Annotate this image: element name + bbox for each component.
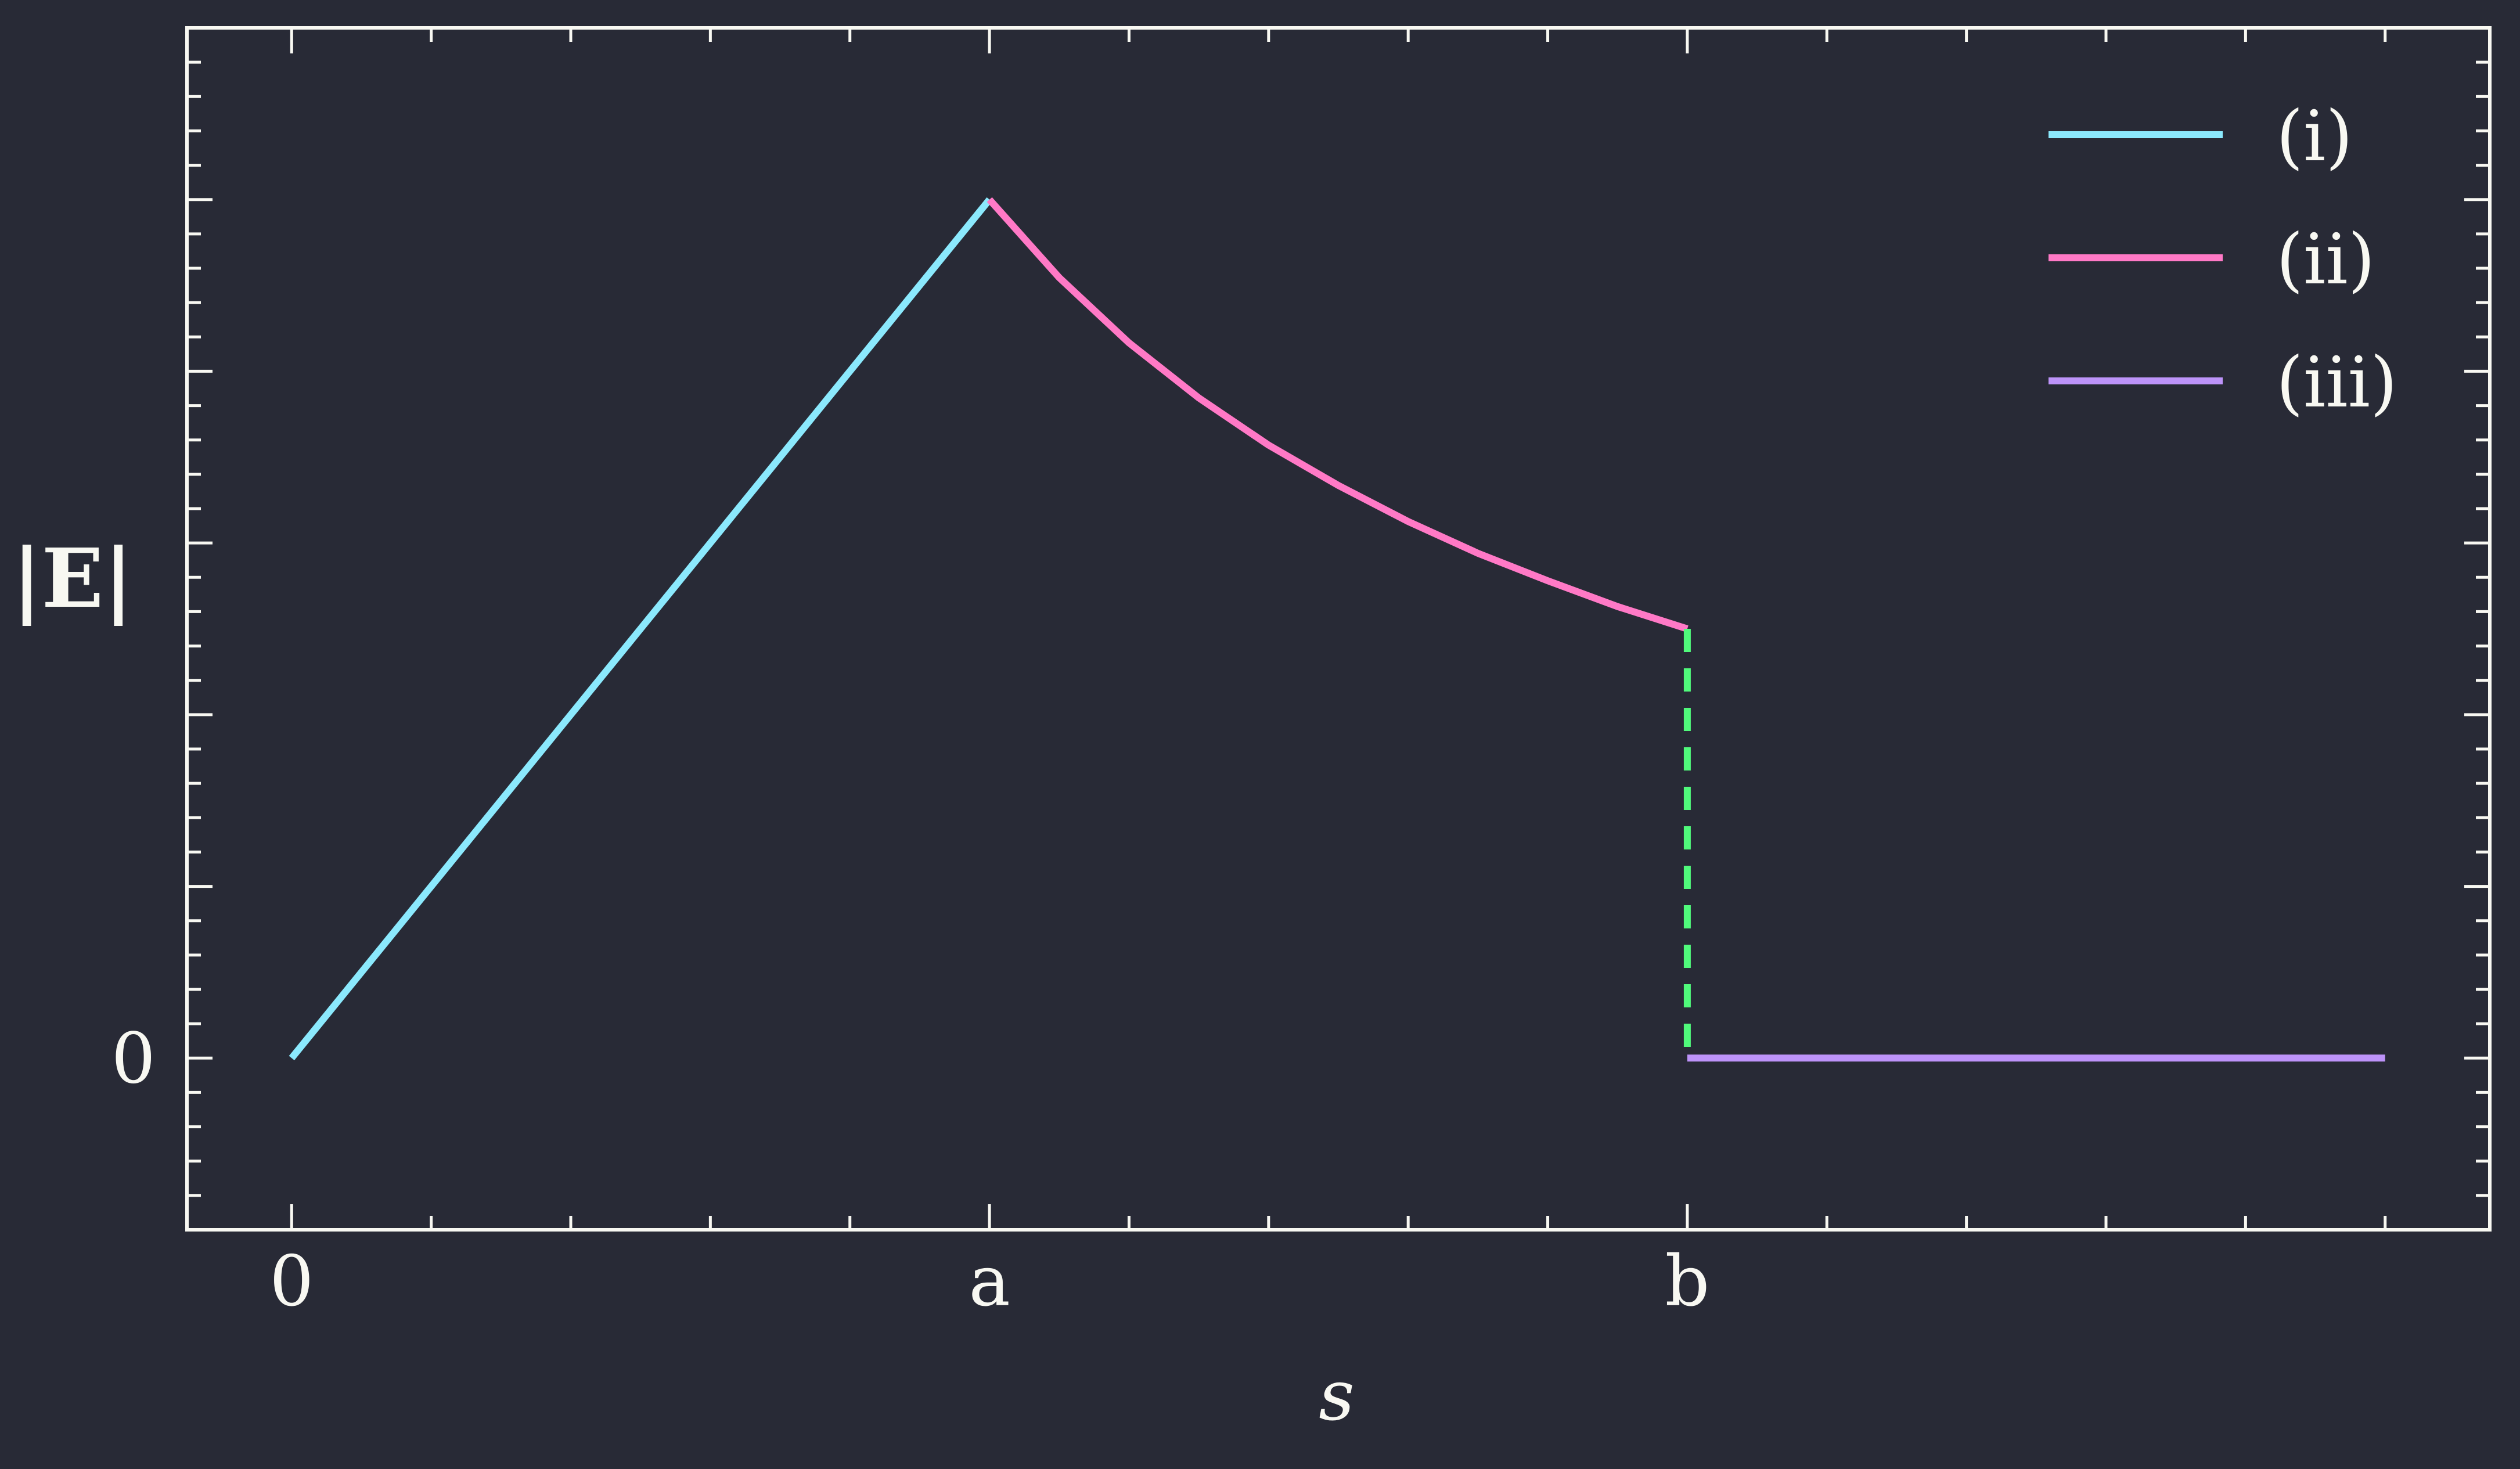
- legend-label: (iii): [2276, 343, 2397, 423]
- x-axis-label: s: [1319, 1356, 1355, 1436]
- legend-label: (ii): [2276, 219, 2375, 300]
- x-tick-label: b: [1665, 1241, 1709, 1322]
- series-line-2: [987, 197, 1689, 632]
- series-line-1: [289, 197, 992, 1061]
- legend-label: (i): [2276, 96, 2353, 177]
- y-tick-label: 0: [111, 1018, 156, 1099]
- plot-frame: [185, 26, 2492, 1232]
- plot-area: 0 a b 0: [111, 26, 2492, 1322]
- x-tick-label: 0: [269, 1241, 314, 1322]
- legend: (i) (ii) (iii): [2049, 96, 2397, 423]
- x-tick-label: a: [969, 1241, 1010, 1322]
- y-axis-label: |E|: [12, 531, 134, 627]
